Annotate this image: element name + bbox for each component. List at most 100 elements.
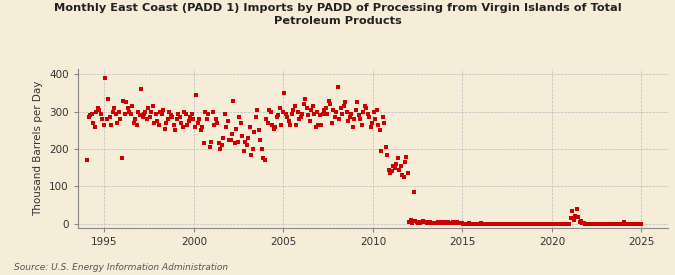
Point bbox=[564, 222, 574, 226]
Point bbox=[423, 221, 434, 225]
Point bbox=[626, 222, 637, 226]
Point bbox=[599, 222, 610, 226]
Point bbox=[454, 221, 464, 225]
Point bbox=[269, 126, 279, 131]
Point bbox=[616, 222, 626, 226]
Point bbox=[507, 222, 518, 226]
Point bbox=[205, 145, 215, 149]
Point bbox=[522, 222, 533, 226]
Point bbox=[280, 111, 291, 116]
Point bbox=[559, 222, 570, 226]
Point bbox=[95, 111, 106, 116]
Point bbox=[395, 164, 406, 168]
Point bbox=[297, 111, 308, 116]
Point bbox=[298, 102, 309, 106]
Point bbox=[397, 173, 408, 177]
Point bbox=[361, 106, 372, 110]
Point bbox=[206, 139, 217, 144]
Point bbox=[131, 123, 142, 127]
Point bbox=[598, 222, 609, 226]
Point bbox=[335, 106, 346, 110]
Point bbox=[331, 109, 342, 114]
Point bbox=[619, 220, 630, 224]
Point bbox=[634, 222, 645, 226]
Point bbox=[582, 222, 593, 226]
Point bbox=[529, 222, 540, 226]
Point bbox=[610, 222, 621, 226]
Point bbox=[449, 221, 460, 225]
Point bbox=[155, 109, 166, 114]
Point bbox=[549, 222, 560, 226]
Point bbox=[198, 141, 209, 146]
Point bbox=[501, 222, 512, 226]
Point bbox=[400, 160, 410, 164]
Point bbox=[180, 111, 191, 116]
Point bbox=[369, 109, 379, 114]
Point bbox=[358, 109, 369, 114]
Point bbox=[233, 139, 244, 144]
Point bbox=[485, 222, 495, 226]
Point bbox=[614, 222, 625, 226]
Point bbox=[408, 190, 419, 194]
Point bbox=[213, 141, 224, 146]
Point bbox=[328, 108, 339, 112]
Point bbox=[321, 106, 331, 110]
Point bbox=[404, 220, 415, 224]
Point bbox=[583, 222, 594, 226]
Point bbox=[115, 117, 126, 121]
Point bbox=[452, 220, 462, 224]
Point bbox=[479, 222, 489, 226]
Point bbox=[362, 111, 373, 116]
Point bbox=[185, 115, 196, 120]
Point bbox=[413, 221, 424, 225]
Point bbox=[629, 222, 640, 226]
Point bbox=[537, 222, 547, 226]
Point bbox=[508, 222, 519, 226]
Point bbox=[132, 109, 143, 114]
Point bbox=[535, 222, 546, 226]
Point bbox=[91, 109, 102, 114]
Point bbox=[589, 222, 600, 226]
Point bbox=[244, 125, 255, 129]
Point bbox=[491, 222, 502, 226]
Point bbox=[635, 222, 646, 226]
Point bbox=[264, 108, 275, 112]
Point bbox=[152, 119, 163, 123]
Point bbox=[295, 115, 306, 120]
Point bbox=[116, 156, 127, 161]
Point bbox=[574, 220, 585, 224]
Point bbox=[140, 109, 151, 114]
Point bbox=[136, 87, 146, 92]
Point bbox=[255, 138, 266, 142]
Point bbox=[377, 115, 388, 120]
Point bbox=[461, 222, 472, 226]
Point bbox=[468, 222, 479, 226]
Point bbox=[493, 222, 504, 226]
Point bbox=[440, 221, 451, 225]
Point bbox=[237, 134, 248, 138]
Point bbox=[291, 123, 302, 127]
Point bbox=[489, 222, 500, 226]
Point bbox=[146, 109, 157, 114]
Point bbox=[294, 117, 304, 121]
Point bbox=[134, 113, 145, 118]
Point bbox=[544, 222, 555, 226]
Point bbox=[161, 121, 171, 125]
Point bbox=[465, 222, 476, 226]
Point bbox=[350, 108, 361, 112]
Point bbox=[153, 123, 164, 127]
Point bbox=[302, 113, 313, 118]
Point bbox=[130, 117, 140, 121]
Point bbox=[608, 222, 619, 226]
Point bbox=[628, 222, 639, 226]
Point bbox=[429, 221, 440, 225]
Point bbox=[555, 222, 566, 226]
Point bbox=[519, 222, 530, 226]
Point bbox=[604, 222, 615, 226]
Point bbox=[329, 115, 340, 120]
Point bbox=[325, 102, 336, 106]
Point bbox=[263, 121, 273, 125]
Point bbox=[337, 111, 348, 116]
Point bbox=[106, 123, 117, 127]
Point bbox=[176, 121, 187, 125]
